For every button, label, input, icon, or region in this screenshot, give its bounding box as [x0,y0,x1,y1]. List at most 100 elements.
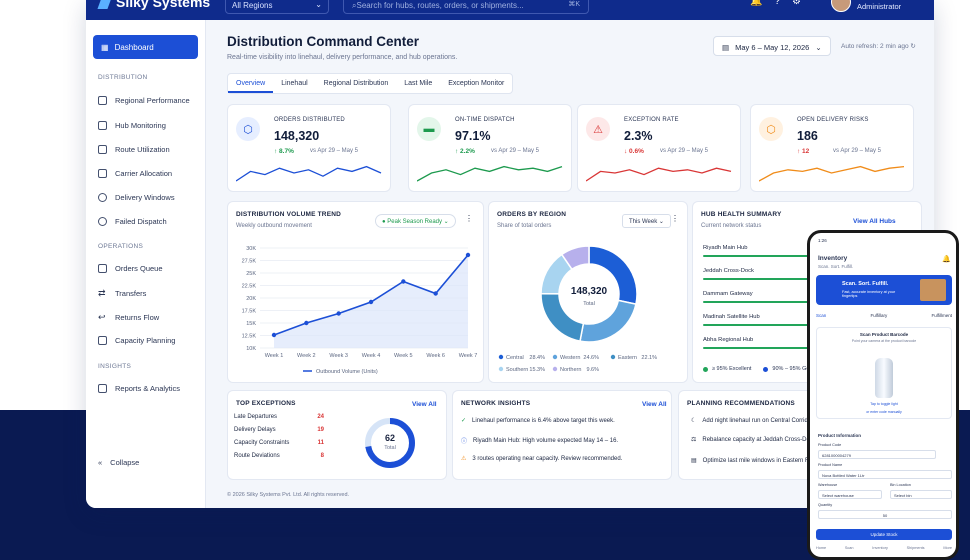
data-point[interactable] [304,320,309,326]
kpi-delta: ↑ 2.2% [455,148,475,155]
region-select[interactable]: All Regions ⌄ [225,0,329,14]
chart-icon [98,384,107,393]
period-select[interactable]: This Week ⌄ [622,214,671,228]
card-title: ORDERS BY REGION [497,211,567,218]
product-name-field[interactable]: Nova Bottled Water 1Ltr [818,470,952,479]
volume-line-chart: 10K 12.5K 15K 17.5K 20K 22.5K 25K 27.5K 30K Week … [242,246,478,375]
view-all-link[interactable]: View All [642,401,667,408]
help-icon[interactable]: ? [774,0,781,7]
kpi-delta: ↑ 8.7% [274,148,294,155]
exception-row[interactable]: Delivery Delays 19 [234,427,324,433]
phone-subtitle: Scan. Sort. Fulfill. [818,264,854,269]
sidebar-item-hub-monitoring[interactable]: Hub Monitoring [98,121,166,130]
phone-nav-inventory[interactable]: Inventory [872,546,888,550]
calendar-icon: ▤ [722,43,730,52]
card-title: DISTRIBUTION VOLUME TREND [236,211,342,218]
sidebar-item-returns-flow[interactable]: ↩ Returns Flow [98,312,159,323]
sidebar-item-capacity-planning[interactable]: Capacity Planning [98,336,175,345]
tab-overview[interactable]: Overview [228,74,274,93]
top-bar: Silky Systems All Regions ⌄ ⌕Search for h… [86,0,934,20]
box-illustration [920,279,946,301]
view-all-hubs-link[interactable]: View All Hubs [853,218,896,225]
data-point[interactable] [271,332,277,338]
exceptions-ring [365,418,415,468]
exception-row[interactable]: Late Departures 24 [234,414,324,420]
product-code-field[interactable]: 6281000004279 [818,450,936,459]
update-stock-button[interactable]: Update Stock [816,529,952,540]
data-point[interactable] [465,252,471,258]
phone-nav-scan[interactable]: Scan [844,546,854,550]
more-icon[interactable]: ⋮ [671,214,679,223]
gear-icon[interactable]: ⚙ [792,0,801,7]
phone-nav-home[interactable]: Home [816,546,827,550]
sidebar: ▦ Dashboard DISTRIBUTION Regional Perform… [86,20,206,508]
toggle-light-button[interactable]: Tap to toggle light [870,402,898,406]
region-value: All Regions [232,1,273,10]
field-label: Product Code [818,443,842,447]
phone-nav-more[interactable]: More [943,546,952,550]
sidebar-item-transfers[interactable]: ⇄ Transfers [98,288,146,299]
kpi-card[interactable]: ⚠ EXCEPTION RATE 2.3% ↓ 0.6% vs Apr 29 –… [577,104,741,192]
date-range-value: May 6 – May 12, 2026 [735,43,810,52]
sidebar-item-route-utilization[interactable]: Route Utilization [98,145,170,154]
banner-title: Scan. Sort. Fulfill. [842,281,889,287]
exception-row[interactable]: Capacity Constraints 11 [234,440,324,446]
data-point[interactable] [368,299,374,305]
y-tick-label: 30K [246,246,256,252]
plan-row[interactable]: ⚖ Rebalance capacity at Jeddah Cross-Do [691,436,810,444]
date-range-picker[interactable]: ▤ May 6 – May 12, 2026 ⌄ [713,36,831,56]
kpi-card[interactable]: ▬ ON-TIME DISPATCH 97.1% ↑ 2.2% vs Apr 2… [408,104,572,192]
refresh-icon[interactable]: ↻ [910,43,916,50]
sidebar-item-orders-queue[interactable]: Orders Queue [98,264,163,273]
tab-linehaul[interactable]: Linehaul [281,80,308,87]
avatar[interactable] [831,0,851,12]
hub-row[interactable]: Dammam Gateway [703,291,753,297]
hub-row[interactable]: Abha Regional Hub [703,337,754,343]
hub-row[interactable]: Riyadh Main Hub [703,245,748,251]
bin-select[interactable]: Select bin [890,490,952,499]
tab-regional-distribution[interactable]: Regional Distribution [323,80,389,87]
view-all-link[interactable]: View All [412,401,437,408]
hub-health-bar [703,255,817,257]
section-label-insights: INSIGHTS [98,363,132,370]
sidebar-item-delivery-windows[interactable]: Delivery Windows [98,193,175,202]
sidebar-item-carrier-allocation[interactable]: Carrier Allocation [98,169,172,178]
sidebar-item-regional-performance[interactable]: Regional Performance [98,96,190,105]
sidebar-item-failed-dispatch[interactable]: Failed Dispatch [98,217,167,226]
sidebar-item-label: Carrier Allocation [115,169,173,178]
quantity-stepper[interactable]: 50 [818,510,952,519]
collapse-button[interactable]: « Collapse [98,458,139,467]
data-point[interactable] [336,311,341,316]
tab-last-mile[interactable]: Last Mile [404,80,433,87]
data-point[interactable] [433,291,438,296]
hub-row[interactable]: Madinah Satellite Hub [703,314,760,320]
more-icon[interactable]: ⋮ [465,214,473,223]
phone-tab-scan[interactable]: Scan [816,313,827,318]
peak-season-badge[interactable]: ● Peak Season Ready ⌄ [375,214,456,228]
warehouse-select[interactable]: Select warehouse [818,490,882,499]
search-input[interactable]: ⌕Search for hubs, routes, orders, or shi… [343,0,589,14]
exception-row[interactable]: Route Deviations 8 [234,453,324,459]
x-tick-label: Week 6 [426,353,445,359]
pie-slice[interactable] [540,292,585,343]
kpi-card[interactable]: ⬡ ORDERS DISTRIBUTED 148,320 ↑ 8.7% vs A… [227,104,391,192]
manual-entry-link[interactable]: or enter code manually [866,410,902,414]
sidebar-item-dashboard[interactable]: ▦ Dashboard [93,35,198,59]
sidebar-item-reports-analytics[interactable]: Reports & Analytics [98,384,180,393]
kpi-comparison: vs Apr 29 – May 5 [491,148,540,154]
phone-tab-fulfillment[interactable]: Fulfillment [931,313,952,318]
bell-icon[interactable]: 🔔 [942,256,951,263]
phone-nav-shipments[interactable]: Shipments [906,546,925,550]
tab-exception-monitor[interactable]: Exception Monitor [448,80,505,87]
phone-tab-fulfillary[interactable]: Fulfillary [870,313,888,318]
pie-slice[interactable] [560,245,590,271]
plan-row[interactable]: ▤ Optimize last mile windows in Eastern R [691,457,809,465]
kpi-card[interactable]: ⬡ OPEN DELIVERY RISKS 186 ↑ 12 vs Apr 29… [750,104,914,192]
kpi-comparison: vs Apr 29 – May 5 [833,148,882,154]
data-point[interactable] [401,279,406,284]
hub-row[interactable]: Jeddah Cross-Dock [703,268,754,274]
chevron-down-icon: ⌄ [815,43,822,52]
plan-row[interactable]: ☾ Add night linehaul run on Central Corri… [691,417,811,425]
bell-icon[interactable]: 🔔 [750,0,763,7]
auto-refresh-status: Auto refresh: 2 min ago ↻ [841,42,916,50]
